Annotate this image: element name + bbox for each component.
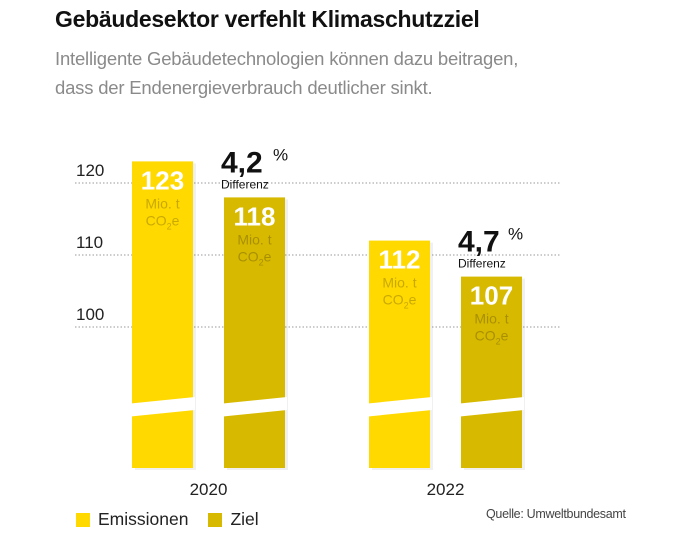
bar-emissionen-2020 xyxy=(132,161,193,468)
difference-label: Differenz xyxy=(221,177,269,191)
legend-label-ziel: Ziel xyxy=(230,509,259,529)
legend-item-ziel: Ziel xyxy=(208,509,259,530)
y-tick-label: 100 xyxy=(76,305,104,324)
chart-title: Gebäudesektor verfehlt Klimaschutzziel xyxy=(55,6,480,32)
source-note: Quelle: Umweltbundesamt xyxy=(486,507,626,521)
difference-value: 4,7 xyxy=(458,226,500,259)
legend-swatch-emissionen xyxy=(76,512,90,527)
legend-item-emissionen: Emissionen xyxy=(76,509,188,530)
legend-label-emissionen: Emissionen xyxy=(98,509,189,529)
y-tick-label: 120 xyxy=(76,161,104,180)
axis-break-mark xyxy=(455,397,524,417)
bar-unit-label-co2e: CO2e xyxy=(238,248,272,267)
y-tick-label: 110 xyxy=(76,233,103,252)
bar-emissionen-2022 xyxy=(369,240,430,468)
bar-value-label: 112 xyxy=(379,245,421,275)
axis-break-mark xyxy=(126,397,195,417)
difference-label: Differenz xyxy=(458,257,506,271)
difference-value: 4,2 xyxy=(221,146,263,179)
bar-unit-label-co2e: CO2e xyxy=(475,328,509,347)
bar-unit-label-co2e: CO2e xyxy=(146,212,180,231)
difference-percent-sign: % xyxy=(508,225,523,244)
bar-ziel-2022 xyxy=(461,276,522,468)
bar-unit-label: Mio. t xyxy=(474,311,508,327)
bar-unit-label-co2e: CO2e xyxy=(383,292,417,311)
bar-value-label: 118 xyxy=(234,201,276,231)
legend: Emissionen Ziel xyxy=(76,509,279,530)
bar-unit-label: Mio. t xyxy=(382,275,416,291)
bar-value-label: 123 xyxy=(141,165,184,195)
legend-swatch-ziel xyxy=(208,512,223,527)
difference-percent-sign: % xyxy=(273,145,288,164)
subtitle-line-2: dass der Endenergieverbrauch deutlicher … xyxy=(55,77,433,98)
x-category-label: 2022 xyxy=(427,480,465,499)
bar-value-label: 107 xyxy=(470,281,513,311)
subtitle-line-1: Intelligente Gebäudetechnologien können … xyxy=(55,48,519,69)
bar-ziel-2020 xyxy=(224,197,285,468)
x-category-label: 2020 xyxy=(190,480,228,499)
chart-subtitle: Intelligente Gebäudetechnologien können … xyxy=(55,44,518,102)
axis-break-mark xyxy=(363,397,432,417)
bar-unit-label: Mio. t xyxy=(237,231,271,247)
bar-unit-label: Mio. t xyxy=(145,195,179,211)
axis-break-mark xyxy=(218,397,287,417)
